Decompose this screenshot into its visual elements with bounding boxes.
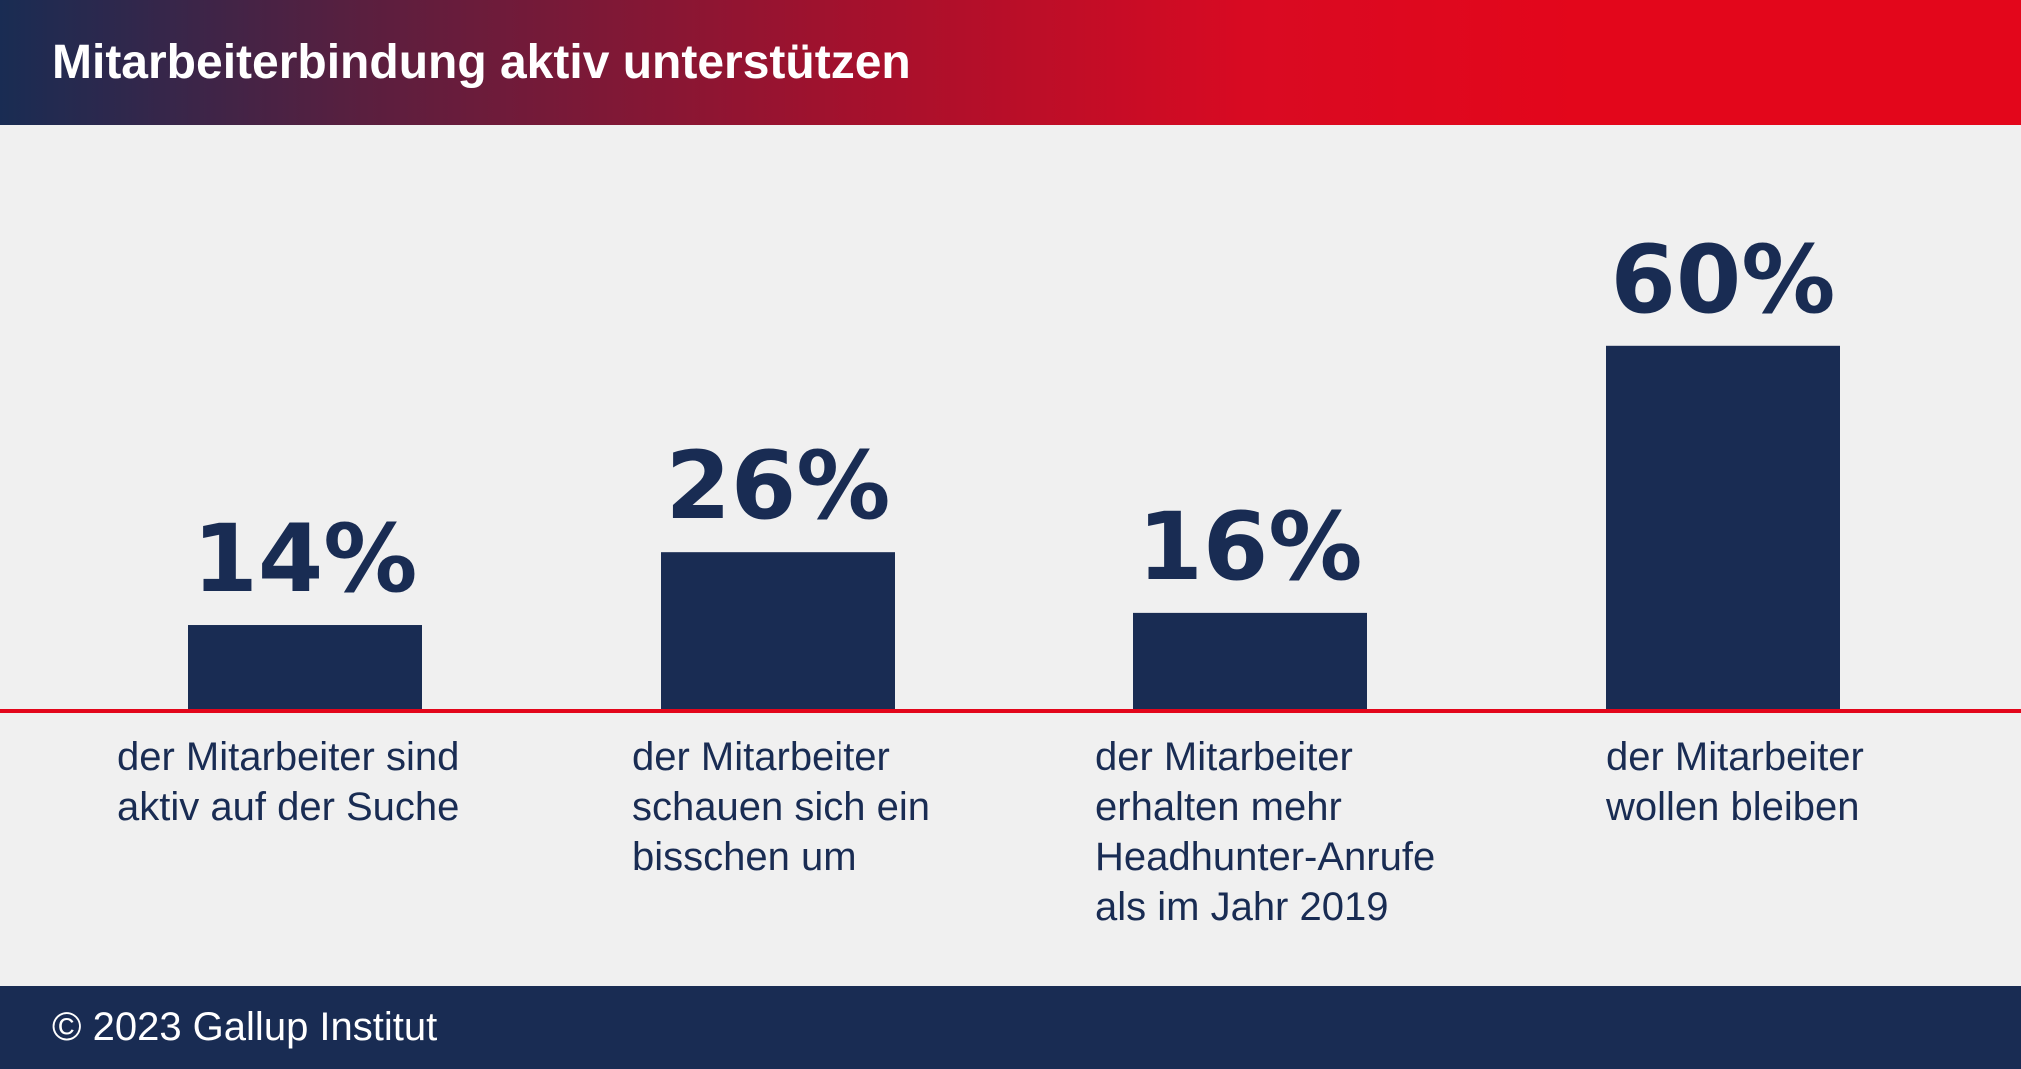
category-label-line: der Mitarbeiter (1095, 735, 1353, 779)
category-label-3: der Mitarbeiter erhalten mehr Headhunter-A… (1095, 732, 1515, 932)
category-label-4: der Mitarbeiter wollen bleiben (1606, 732, 2021, 832)
bar-value-label-3: 16% (1138, 493, 1363, 602)
bar-chart: 14% 26% 16% 60% (0, 226, 2021, 713)
category-label-line: schauen sich ein (632, 785, 930, 829)
category-label-line: der Mitarbeiter (1606, 735, 1864, 779)
category-label-2: der Mitarbeiter schauen sich ein bisschen … (632, 732, 1052, 882)
baseline-axis (0, 709, 2021, 713)
copyright-text: © 2023 Gallup Institut (52, 1005, 438, 1049)
bar-value-label-1: 14% (193, 505, 418, 614)
category-label-line: erhalten mehr (1095, 785, 1342, 829)
bar-1 (188, 625, 422, 710)
category-label-line: der Mitarbeiter (632, 735, 890, 779)
category-label-line: wollen bleiben (1606, 785, 1860, 829)
bar-3 (1133, 612, 1367, 710)
bar-value-label-4: 60% (1611, 226, 1836, 335)
category-label-line: Headhunter-Anrufe (1095, 835, 1436, 879)
footer-bar: © 2023 Gallup Institut (0, 986, 2021, 1069)
category-label-line: bisschen um (632, 835, 857, 879)
bar-value-label-2: 26% (666, 432, 891, 541)
bar-2 (661, 552, 895, 710)
category-label-line: der Mitarbeiter sind (117, 735, 460, 779)
category-label-1: der Mitarbeiter sind aktiv auf der Suche (117, 732, 537, 832)
bar-4 (1606, 345, 1840, 710)
category-label-line: aktiv auf der Suche (117, 785, 460, 829)
header-banner: Mitarbeiterbindung aktiv unterstützen (0, 0, 2021, 125)
category-label-line: als im Jahr 2019 (1095, 885, 1389, 929)
page-title: Mitarbeiterbindung aktiv unterstützen (52, 36, 911, 89)
